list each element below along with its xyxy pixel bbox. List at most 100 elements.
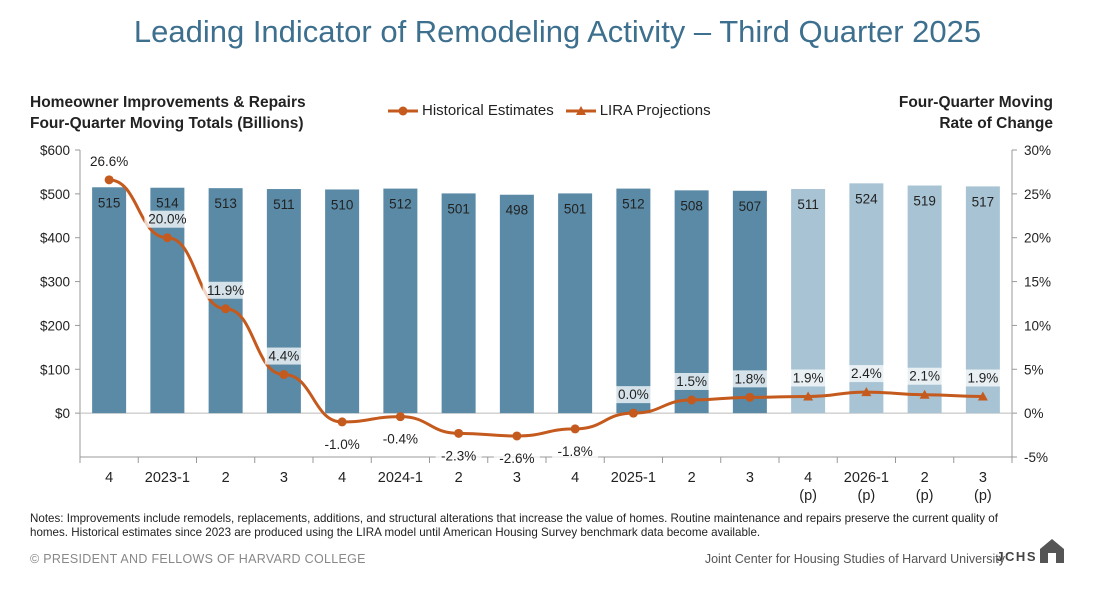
rate-value-label: 11.9% [207, 283, 244, 298]
right-axis-header: Four-Quarter Moving Rate of Change [899, 92, 1053, 134]
category-label: 4 [804, 470, 812, 486]
rate-value-label: 20.0% [148, 212, 186, 227]
category-sublabel: (p) [974, 488, 992, 504]
rate-label-bg [435, 447, 482, 465]
rate-label-bg [963, 369, 1002, 387]
chart-notes: Notes: Improvements include remodels, re… [30, 512, 998, 539]
rate-marker-triangle [803, 391, 814, 401]
category-label: 3 [979, 470, 987, 486]
rate-marker-circle [628, 408, 638, 418]
rate-label-bg [264, 347, 303, 365]
rate-label-bg [672, 372, 711, 390]
category-label: 3 [280, 470, 288, 486]
rate-value-label: 1.8% [734, 371, 765, 386]
bar [499, 194, 534, 414]
bar-value-label: 517 [972, 194, 995, 209]
bar [383, 188, 418, 414]
rate-value-label: -1.8% [557, 444, 592, 459]
category-label: 4 [338, 470, 346, 486]
left-axis-header: Homeowner Improvements & Repairs Four-Qu… [30, 92, 306, 134]
rate-label-bg [319, 435, 366, 453]
rate-marker-circle [687, 395, 697, 405]
category-label: 2025-1 [611, 470, 656, 486]
rate-marker-circle [570, 424, 580, 434]
legend-label-historical: Historical Estimates [422, 102, 554, 119]
rate-marker-triangle [919, 389, 930, 399]
bar [616, 188, 651, 414]
right-tick-label: 30% [1024, 143, 1051, 158]
jchs-credit: Joint Center for Housing Studies of Harv… [704, 552, 1005, 566]
bar-value-label: 511 [797, 197, 819, 212]
rate-label-bg [493, 449, 540, 467]
rate-value-label: -2.3% [441, 448, 476, 463]
rate-marker-circle [221, 304, 231, 314]
left-tick-label: $100 [40, 362, 70, 377]
right-axis-header-line2: Rate of Change [939, 115, 1053, 132]
rate-label-bg [847, 365, 886, 383]
left-tick-label: $0 [55, 406, 70, 421]
rate-marker-triangle [861, 387, 872, 397]
category-sublabel: (p) [799, 488, 817, 504]
rate-marker-circle [104, 175, 114, 185]
bar-value-label: 511 [273, 197, 295, 212]
right-tick-label: 10% [1024, 318, 1051, 333]
rate-value-label: 26.6% [90, 154, 128, 169]
bar-value-label: 514 [156, 196, 179, 211]
jchs-logo-text: JCHS [996, 549, 1037, 564]
house-logo-icon [1040, 539, 1064, 563]
left-axis-header-line1: Homeowner Improvements & Repairs [30, 94, 306, 111]
rate-label-bg [905, 367, 944, 385]
legend-item-historical: Historical Estimates [388, 102, 554, 119]
right-tick-label: 15% [1024, 275, 1051, 290]
rate-value-label: 1.9% [793, 370, 824, 385]
bar [208, 188, 243, 414]
legend-circle-marker-icon [388, 106, 418, 115]
rate-label-bg [202, 281, 249, 299]
category-label: 2026-1 [844, 470, 889, 486]
left-tick-label: $600 [40, 143, 70, 158]
right-tick-label: 5% [1024, 362, 1044, 377]
rate-label-bg [552, 442, 599, 460]
rate-label-bg [144, 210, 191, 228]
bar-value-label: 513 [214, 196, 237, 211]
rate-marker-circle [512, 431, 522, 441]
bar [441, 193, 476, 414]
copyright-text: © PRESIDENT AND FELLOWS OF HARVARD COLLE… [30, 552, 366, 566]
rate-value-label: 2.1% [909, 369, 940, 384]
right-axis-header-line1: Four-Quarter Moving [898, 94, 1053, 111]
bar-value-label: 501 [447, 201, 470, 216]
bar-value-label: 501 [564, 201, 587, 216]
rate-value-label: 1.9% [967, 370, 998, 385]
rate-label-bg [730, 370, 769, 388]
rate-value-label: -1.0% [324, 437, 359, 452]
category-label: 2 [455, 470, 463, 486]
rate-value-label: -0.4% [383, 432, 418, 447]
category-label: 3 [746, 470, 754, 486]
rate-marker-circle [395, 412, 405, 422]
category-label: 2 [222, 470, 230, 486]
rate-marker-triangle [977, 391, 988, 401]
rate-label-bg [614, 386, 653, 404]
right-tick-label: 0% [1024, 406, 1044, 421]
rate-value-label: 1.5% [676, 374, 707, 389]
legend-label-projection: LIRA Projections [599, 102, 711, 119]
rate-marker-circle [337, 417, 347, 427]
category-label: 4 [105, 470, 113, 486]
legend-item-projection: LIRA Projections [565, 102, 711, 119]
bar [558, 193, 593, 414]
bar-value-label: 515 [98, 195, 121, 210]
category-sublabel: (p) [858, 488, 876, 504]
right-tick-label: 25% [1024, 187, 1051, 202]
rate-marker-circle [279, 370, 289, 380]
rate-label-bg [789, 369, 828, 387]
bar-value-label: 524 [855, 191, 878, 206]
left-tick-label: $200 [40, 318, 70, 333]
left-tick-label: $300 [40, 275, 70, 290]
left-tick-label: $400 [40, 231, 70, 246]
rate-label-bg [86, 152, 133, 170]
category-sublabel: (p) [916, 488, 934, 504]
left-tick-label: $500 [40, 187, 70, 202]
rate-value-label: 4.4% [268, 349, 299, 364]
rate-marker-circle [454, 428, 464, 438]
right-tick-label: -5% [1024, 450, 1048, 465]
